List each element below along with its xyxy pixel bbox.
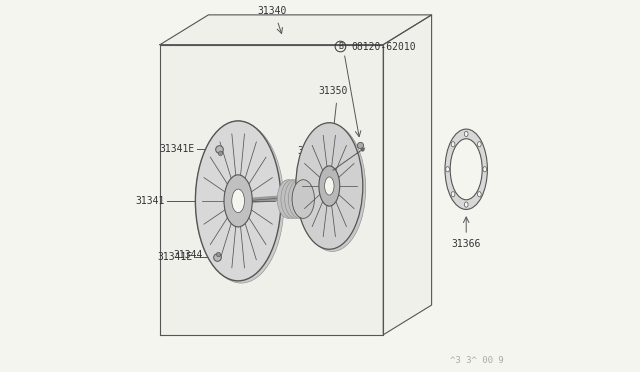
- Polygon shape: [160, 15, 431, 45]
- Ellipse shape: [292, 180, 314, 218]
- Text: 31366: 31366: [451, 239, 481, 249]
- Ellipse shape: [299, 125, 365, 251]
- Ellipse shape: [445, 129, 488, 209]
- Ellipse shape: [298, 124, 364, 250]
- Ellipse shape: [296, 123, 363, 249]
- Ellipse shape: [197, 122, 282, 282]
- Text: 31344: 31344: [173, 250, 202, 260]
- Ellipse shape: [483, 167, 486, 172]
- Ellipse shape: [296, 123, 363, 249]
- Ellipse shape: [465, 202, 468, 207]
- Ellipse shape: [198, 123, 284, 283]
- Text: B: B: [338, 42, 343, 51]
- Ellipse shape: [445, 167, 449, 172]
- Text: 31341E: 31341E: [157, 253, 193, 262]
- Ellipse shape: [324, 177, 334, 195]
- Ellipse shape: [451, 192, 455, 197]
- Polygon shape: [160, 45, 383, 335]
- Ellipse shape: [224, 175, 252, 227]
- Ellipse shape: [477, 142, 481, 147]
- Ellipse shape: [285, 180, 307, 218]
- Ellipse shape: [277, 180, 300, 218]
- Ellipse shape: [289, 180, 310, 218]
- Text: 08120-62010: 08120-62010: [351, 42, 415, 51]
- Ellipse shape: [281, 180, 303, 218]
- Ellipse shape: [292, 180, 314, 218]
- Ellipse shape: [450, 139, 482, 200]
- Text: 31350: 31350: [318, 86, 348, 96]
- Polygon shape: [383, 15, 431, 335]
- Text: 31347: 31347: [297, 146, 326, 156]
- Text: 31341: 31341: [136, 196, 165, 206]
- Text: 31340: 31340: [257, 6, 286, 16]
- Text: ^3 3^ 00 9: ^3 3^ 00 9: [451, 356, 504, 365]
- Ellipse shape: [451, 142, 455, 147]
- Ellipse shape: [232, 189, 244, 213]
- Ellipse shape: [477, 192, 481, 197]
- Ellipse shape: [195, 121, 281, 281]
- Text: 31346: 31346: [283, 180, 312, 190]
- Ellipse shape: [465, 131, 468, 137]
- Text: 31363: 31363: [211, 160, 240, 169]
- Ellipse shape: [195, 121, 281, 281]
- Text: 31341E: 31341E: [159, 144, 195, 154]
- Ellipse shape: [319, 166, 340, 206]
